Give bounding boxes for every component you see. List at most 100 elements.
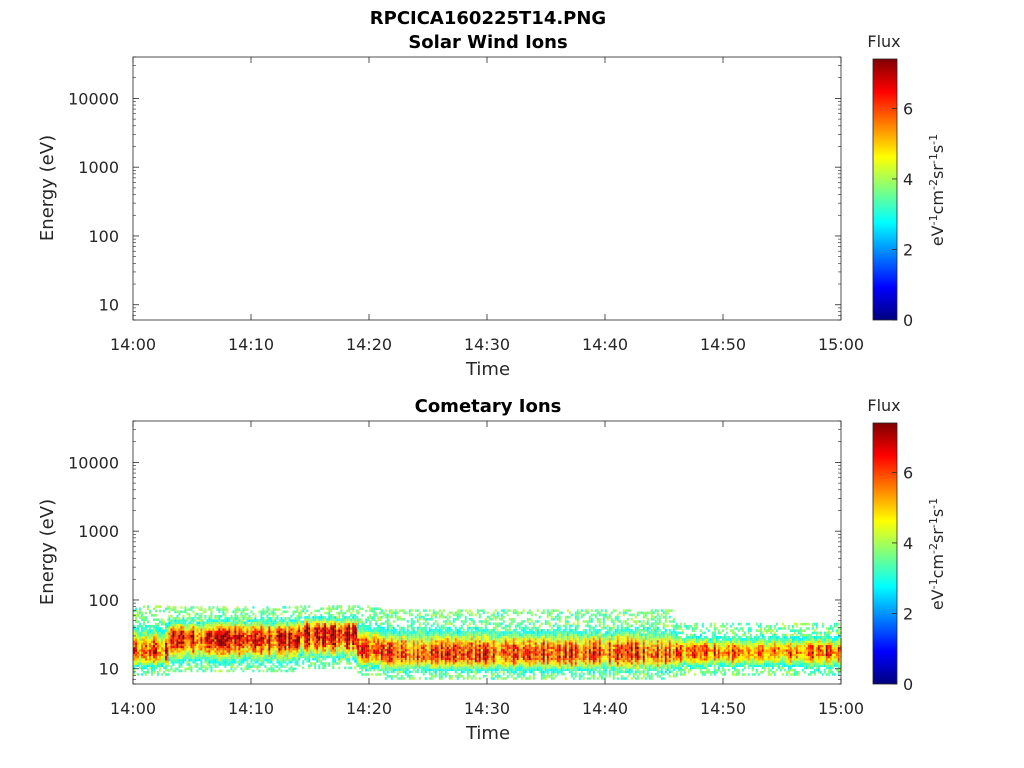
heatmap-cell (365, 620, 368, 624)
heatmap-cell (220, 641, 223, 644)
heatmap-cell (141, 673, 143, 676)
heatmap-cell (342, 618, 345, 621)
heatmap-cell (266, 636, 269, 640)
heatmap-cell (180, 660, 183, 664)
heatmap-cell (216, 639, 219, 642)
heatmap-cell (254, 665, 257, 668)
heatmap-cell (208, 608, 211, 611)
heatmap-cell (406, 653, 409, 656)
heatmap-cell (202, 639, 205, 642)
heatmap-cell (194, 619, 197, 622)
heatmap-cell (430, 657, 433, 661)
heatmap-cell (410, 664, 413, 667)
heatmap-cell (460, 659, 463, 663)
heatmap-cell (300, 622, 303, 626)
heatmap-cell (274, 608, 277, 611)
heatmap-cell (308, 660, 311, 663)
heatmap-cell (276, 617, 279, 620)
heatmap-cell (266, 645, 269, 649)
heatmap-cell (490, 653, 493, 656)
heatmap-cell (454, 639, 457, 643)
heatmap-cell (392, 631, 395, 634)
heatmap-cell (324, 635, 327, 639)
heatmap-cell (262, 625, 265, 629)
heatmap-cell (190, 619, 193, 622)
heatmap-cell (194, 643, 197, 646)
heatmap-cell (346, 635, 349, 639)
heatmap-cell (365, 609, 368, 613)
heatmap-cell (528, 618, 531, 621)
heatmap-cell (434, 611, 437, 615)
heatmap-cell (394, 633, 397, 636)
heatmap-cell (404, 646, 407, 650)
heatmap-cell (462, 637, 465, 641)
heatmap-cell (248, 645, 251, 649)
heatmap-cell (159, 609, 161, 613)
heatmap-cell (432, 644, 435, 647)
heatmap-cell (178, 658, 181, 662)
heatmap-cell (528, 648, 531, 652)
heatmap-cell (344, 622, 347, 626)
heatmap-cell (328, 620, 331, 624)
heatmap-cell (402, 611, 405, 615)
heatmap-cell (357, 646, 360, 650)
heatmap-cell (402, 659, 405, 663)
heatmap-cell (182, 628, 185, 631)
heatmap-cell (206, 645, 209, 649)
heatmap-cell (346, 622, 349, 626)
heatmap-cell (526, 653, 529, 656)
heatmap-cell (530, 661, 533, 665)
heatmap-cell (340, 638, 343, 641)
heatmap-cell (404, 635, 407, 639)
heatmap-cell (373, 631, 376, 635)
heatmap-cell (230, 623, 233, 627)
heatmap-cell (350, 649, 353, 652)
heatmap-cell (244, 645, 247, 649)
heatmap-cell (272, 667, 275, 671)
heatmap-cell (462, 659, 465, 663)
heatmap-cell (258, 656, 261, 660)
heatmap-cell (274, 623, 277, 627)
heatmap-cell (336, 653, 339, 656)
heatmap-cell (367, 629, 370, 632)
heatmap-cell (204, 645, 207, 649)
heatmap-cell (300, 609, 303, 613)
heatmap-cell (286, 652, 289, 655)
heatmap-cell (322, 635, 325, 639)
heatmap-cell (454, 664, 457, 667)
heatmap-cell (365, 642, 368, 646)
heatmap-cell (354, 649, 357, 652)
heatmap-cell (369, 655, 372, 659)
heatmap-cell (184, 639, 187, 642)
heatmap-cell (310, 664, 313, 667)
heatmap-cell (458, 653, 461, 656)
heatmap-cell (522, 609, 525, 612)
heatmap-cell (238, 663, 241, 666)
heatmap-cell (314, 616, 317, 619)
heatmap-cell (272, 663, 275, 666)
heatmap-cell (440, 650, 443, 654)
heatmap-cell (174, 619, 177, 622)
heatmap-cell (224, 621, 227, 625)
heatmap-cell (478, 615, 481, 619)
heatmap-cell (454, 637, 457, 641)
heatmap-cell (408, 624, 411, 628)
heatmap-cell (375, 651, 378, 654)
heatmap-cell (524, 635, 527, 639)
heatmap-cell (386, 622, 389, 625)
heatmap-cell (516, 657, 519, 661)
heatmap-cell (365, 653, 368, 657)
heatmap-cell (302, 655, 305, 659)
heatmap-cell (348, 618, 351, 621)
heatmap-cell (252, 628, 255, 631)
heatmap-cell (444, 648, 447, 652)
heatmap-cell (394, 639, 397, 643)
heatmap-cell (284, 606, 287, 609)
heatmap-cell (482, 620, 485, 623)
heatmap-cell (328, 629, 331, 632)
heatmap-cell (384, 609, 387, 612)
heatmap-cell (192, 619, 195, 622)
heatmap-cell (377, 638, 380, 641)
heatmap-cell (184, 636, 187, 640)
heatmap-cell (304, 640, 307, 643)
